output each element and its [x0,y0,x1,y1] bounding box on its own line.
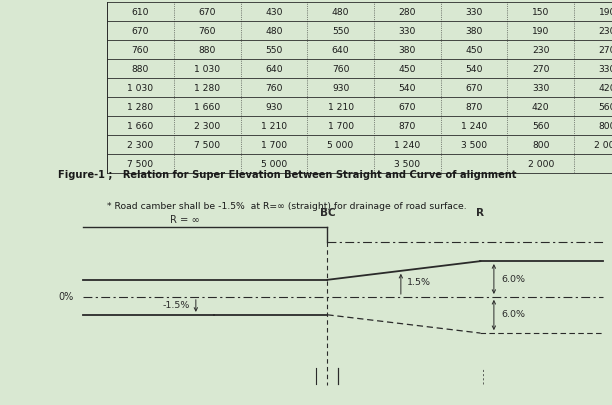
Text: BC: BC [319,208,335,217]
Text: 3 500: 3 500 [394,160,420,169]
Text: 6.0%: 6.0% [501,311,525,320]
Text: 670: 670 [198,8,216,17]
Text: 190: 190 [532,27,550,36]
Text: 380: 380 [398,46,416,55]
Text: 7 500: 7 500 [127,160,154,169]
Text: 670: 670 [465,84,483,93]
Text: 870: 870 [465,103,483,112]
Text: 800: 800 [599,122,612,131]
Text: 450: 450 [465,46,483,55]
Text: 190: 190 [599,8,612,17]
Text: 760: 760 [198,27,216,36]
Text: 640: 640 [265,65,283,74]
Text: 640: 640 [332,46,349,55]
Text: 880: 880 [198,46,216,55]
Text: 1 660: 1 660 [127,122,154,131]
Text: 760: 760 [265,84,283,93]
Text: 330: 330 [599,65,612,74]
Text: Figure-1 ;   Relation for Super Elevation Between Straight and Curve of alignmen: Figure-1 ; Relation for Super Elevation … [58,170,517,180]
Text: 1 240: 1 240 [461,122,487,131]
Text: R = ∞: R = ∞ [170,215,200,225]
Text: 480: 480 [265,27,283,36]
Text: 540: 540 [398,84,416,93]
Text: 670: 670 [398,103,416,112]
Text: 330: 330 [532,84,550,93]
Text: 270: 270 [599,46,612,55]
Text: 270: 270 [532,65,550,74]
Text: 230: 230 [599,27,612,36]
Text: 610: 610 [132,8,149,17]
Text: 930: 930 [332,84,349,93]
Text: 560: 560 [532,122,550,131]
Text: 2 000: 2 000 [528,160,554,169]
Text: * Road camber shall be -1.5%  at R=∞ (straight) for drainage of road surface.: * Road camber shall be -1.5% at R=∞ (str… [107,202,467,211]
Text: 1 280: 1 280 [194,84,220,93]
Text: 5 000: 5 000 [327,141,354,150]
Text: -1.5%: -1.5% [162,301,190,310]
Text: 0%: 0% [58,292,73,302]
Text: 1 700: 1 700 [327,122,354,131]
Text: 2 300: 2 300 [194,122,220,131]
Text: 1 280: 1 280 [127,103,154,112]
Text: 550: 550 [332,27,349,36]
Text: 330: 330 [398,27,416,36]
Text: 1.5%: 1.5% [407,278,431,287]
Text: 670: 670 [132,27,149,36]
Text: 1 660: 1 660 [194,103,220,112]
Text: 380: 380 [465,27,483,36]
Text: 1 030: 1 030 [194,65,220,74]
Text: 2 300: 2 300 [127,141,154,150]
Text: 1 240: 1 240 [394,141,420,150]
Text: 760: 760 [132,46,149,55]
Text: 280: 280 [398,8,416,17]
Text: 560: 560 [599,103,612,112]
Text: 880: 880 [132,65,149,74]
Text: 2 000: 2 000 [594,141,612,150]
Text: 480: 480 [332,8,349,17]
Text: 540: 540 [465,65,483,74]
Text: 330: 330 [465,8,483,17]
Text: 550: 550 [265,46,283,55]
Text: 150: 150 [532,8,550,17]
Text: 420: 420 [532,103,550,112]
Text: 3 500: 3 500 [461,141,487,150]
Text: 1 210: 1 210 [261,122,287,131]
Text: R: R [476,208,485,217]
Text: 870: 870 [398,122,416,131]
Text: 930: 930 [265,103,283,112]
Text: 800: 800 [532,141,550,150]
Text: 230: 230 [532,46,550,55]
Text: 6.0%: 6.0% [501,275,525,284]
Text: 1 030: 1 030 [127,84,154,93]
Text: 760: 760 [332,65,349,74]
Text: 420: 420 [599,84,612,93]
Text: 430: 430 [265,8,283,17]
Text: 450: 450 [398,65,416,74]
Text: 5 000: 5 000 [261,160,287,169]
Text: 7 500: 7 500 [194,141,220,150]
Text: 1 210: 1 210 [327,103,354,112]
Text: 1 700: 1 700 [261,141,287,150]
